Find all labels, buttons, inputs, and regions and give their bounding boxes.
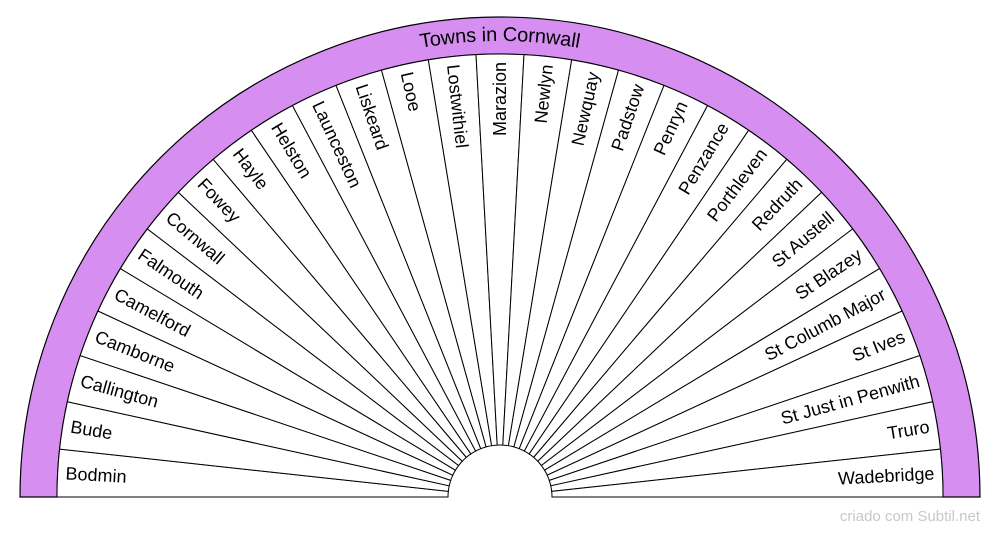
segment-wadebridge	[551, 448, 944, 498]
label-marazion: Marazion	[490, 62, 510, 136]
label-bodmin: Bodmin	[65, 463, 127, 486]
segment-group	[56, 53, 944, 498]
credit-text: criado com Subtil.net	[839, 508, 980, 525]
